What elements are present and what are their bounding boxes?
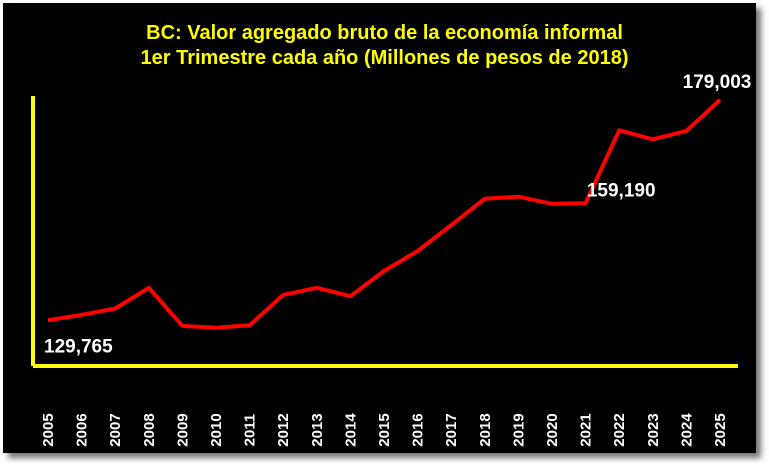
x-tick-label: 2023	[645, 413, 662, 446]
series-line	[47, 98, 722, 330]
x-tick-label: 2014	[342, 413, 359, 447]
x-tick-label: 2015	[376, 413, 393, 446]
x-tick-label: 2010	[208, 413, 225, 446]
data-labels: 129,765 159,190 179,003	[44, 72, 751, 357]
x-tick-label: 2025	[712, 413, 729, 446]
data-label: 129,765	[44, 336, 113, 357]
x-tick-label: 2013	[309, 413, 326, 446]
x-tick-label: 2009	[174, 413, 191, 446]
chart-subtitle: 1er Trimestre cada año (Millones de peso…	[140, 47, 629, 69]
data-label: 159,190	[587, 180, 656, 201]
x-tick-label: 2022	[611, 413, 628, 446]
x-tick-label: 2008	[141, 413, 158, 446]
x-tick-label: 2021	[578, 413, 595, 446]
x-tick-label: 2024	[678, 413, 695, 447]
x-tick-label: 2020	[544, 413, 561, 446]
x-tick-label: 2005	[40, 413, 57, 446]
data-label: 179,003	[683, 72, 752, 93]
x-tick-label: 2018	[477, 413, 494, 446]
x-tick-label: 2016	[410, 413, 427, 446]
x-tick-label: 2007	[107, 413, 124, 446]
chart-area	[3, 3, 756, 453]
x-axis-tick-labels: 2005 2006 2007 2008 2009 2010 2011 2012 2013 2014…	[40, 413, 729, 447]
chart-title: BC: Valor agregado bruto de la economía …	[146, 22, 623, 44]
x-tick-label: 2019	[510, 413, 527, 446]
x-tick-label: 2012	[275, 413, 292, 446]
x-tick-label: 2011	[242, 414, 259, 447]
x-tick-label: 2017	[443, 413, 460, 446]
x-tick-label: 2006	[74, 413, 91, 446]
